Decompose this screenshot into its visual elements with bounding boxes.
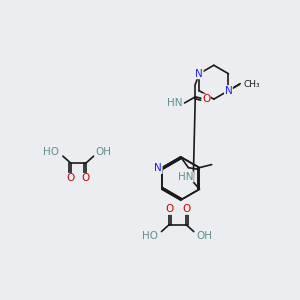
Text: HN: HN xyxy=(178,172,193,182)
Text: N: N xyxy=(154,164,162,173)
Text: CH₃: CH₃ xyxy=(243,80,260,89)
Text: O: O xyxy=(82,173,90,184)
Text: O: O xyxy=(67,173,75,184)
Text: O: O xyxy=(202,94,210,104)
Text: HO: HO xyxy=(43,147,59,157)
Text: OH: OH xyxy=(95,147,111,157)
Text: HN: HN xyxy=(167,98,182,108)
Text: N: N xyxy=(195,69,203,79)
Text: N: N xyxy=(225,86,232,96)
Text: HO: HO xyxy=(142,231,158,241)
Text: O: O xyxy=(165,204,173,214)
Text: O: O xyxy=(182,204,190,214)
Text: OH: OH xyxy=(196,231,212,241)
